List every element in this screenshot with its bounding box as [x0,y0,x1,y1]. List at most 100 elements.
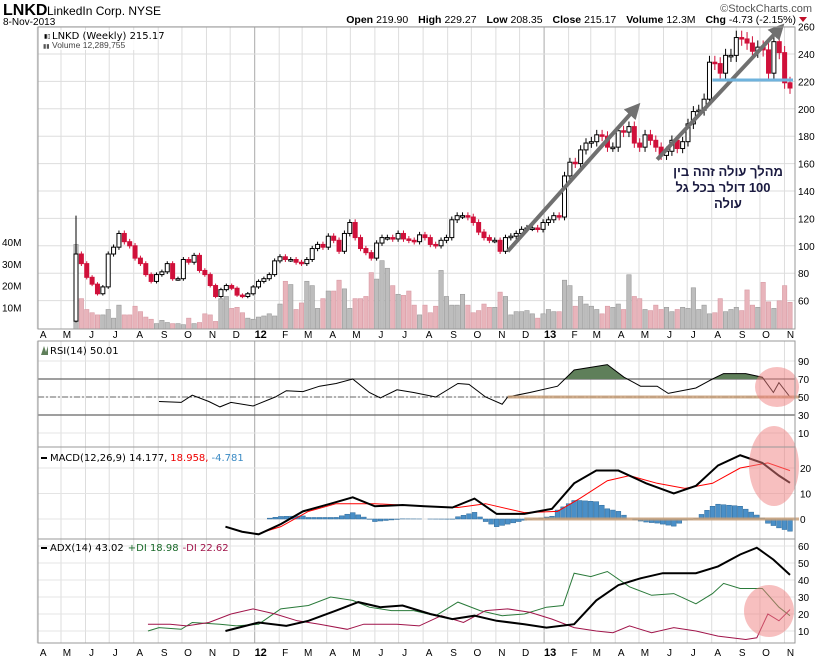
volume-bar [460,293,466,330]
volume-bar [572,305,578,330]
candle-body [443,237,449,241]
macd-line-icon [41,457,47,459]
volume-tick-label: 10M [2,303,21,314]
x-tick-label: S [739,648,746,659]
open-value: 219.90 [376,14,408,26]
x-tick-label: O [762,330,770,341]
volume-bar [610,306,616,330]
x-tick-label: A [618,330,625,341]
volume-bar [717,298,723,330]
x-tick-label: J [113,648,118,659]
candle-body [717,63,723,74]
volume-bar [304,280,310,330]
candle-body [325,235,331,248]
candle-body [460,215,466,218]
volume-bars [73,244,793,330]
x-tick-label: J [378,330,383,341]
macd-histogram-bar [488,518,494,525]
candle-body [320,243,326,248]
x-tick-label: J [691,648,696,659]
volume-bar [390,285,396,330]
volume-bar [674,309,680,330]
candle-body [105,253,111,288]
x-tick-label: J [691,330,696,341]
x-tick-label: S [161,648,168,659]
minus-di-value: -DI 22.62 [183,543,229,554]
candle-body [540,222,546,230]
candle-body [476,222,482,233]
volume-bar [680,306,686,330]
volume-bar [341,288,347,330]
volume-bar [105,309,111,330]
volume-bar [599,313,605,330]
macd-panel [38,454,795,536]
volume-bar [121,314,127,330]
candle-body [196,254,202,271]
candle-body [578,149,584,165]
candle-body [427,237,433,245]
volume-bar [696,309,702,330]
volume-bar [787,302,793,330]
candle-body [368,252,374,259]
candle-body [594,134,600,143]
volume-bar [132,305,138,330]
volume-bar [739,310,745,330]
volume-bar [272,315,278,330]
price-tick-label: 140 [798,187,815,198]
volume-bar [615,303,621,330]
candle-body [73,253,79,322]
volume-bar [782,285,788,330]
close-value: 215.17 [584,14,616,26]
volume-bar [760,282,766,330]
volume-bar [175,323,181,330]
candle-body [132,245,138,259]
candle-body [116,232,122,248]
volume-icon: ▮▮ [43,44,50,50]
candle-body [352,222,358,239]
x-tick-label: M [641,648,649,659]
volume-bar [562,279,568,330]
adx-tick-label: 10 [798,627,810,638]
volume-bar [277,303,283,330]
price-tick-label: 100 [798,242,815,253]
volume-bar [481,303,487,330]
volume-bar [331,290,337,330]
adx-tick-label: 50 [798,559,810,570]
price-tick-label: 160 [798,160,815,171]
candle-body [331,235,337,241]
candle-body [535,227,541,230]
x-tick-label: M [593,330,601,341]
candle-body [175,278,181,281]
candle-body [336,239,342,252]
candle-body [229,285,235,289]
candle-body [776,41,782,54]
candle-body [148,274,154,282]
x-tick-label: F [572,330,578,341]
volume-bar [642,309,648,330]
volume-bar [223,296,229,330]
annotation-line-3: עולה [714,196,742,211]
price-tick-label: 120 [798,214,815,225]
adx-legend-text: ADX(14) 43.02 +DI 18.98 -DI 22.62 [50,543,229,554]
volume-bar [706,313,712,330]
volume-bar [84,309,90,330]
x-tick-label: J [89,648,94,659]
x-tick-label: O [473,648,481,659]
candle-body [449,219,455,239]
volume-bar [626,274,632,330]
macd-histogram-bar [344,513,350,520]
x-tick-label: S [739,330,746,341]
macd-histogram-bar [599,504,605,520]
x-tick-label: O [184,330,192,341]
volume-bar [513,311,519,330]
candle-body [309,248,315,260]
volume-bar [470,312,476,330]
macd-tick-label: 0 [800,515,806,526]
chg-value: -4.73 (-2.15%) [729,14,796,26]
candle-body [159,271,165,276]
macd-histogram-bar [388,518,395,521]
volume-bar [728,309,734,330]
candle-body [723,54,729,74]
stockcharts-watermark[interactable]: ©StockCharts.com [720,3,812,15]
